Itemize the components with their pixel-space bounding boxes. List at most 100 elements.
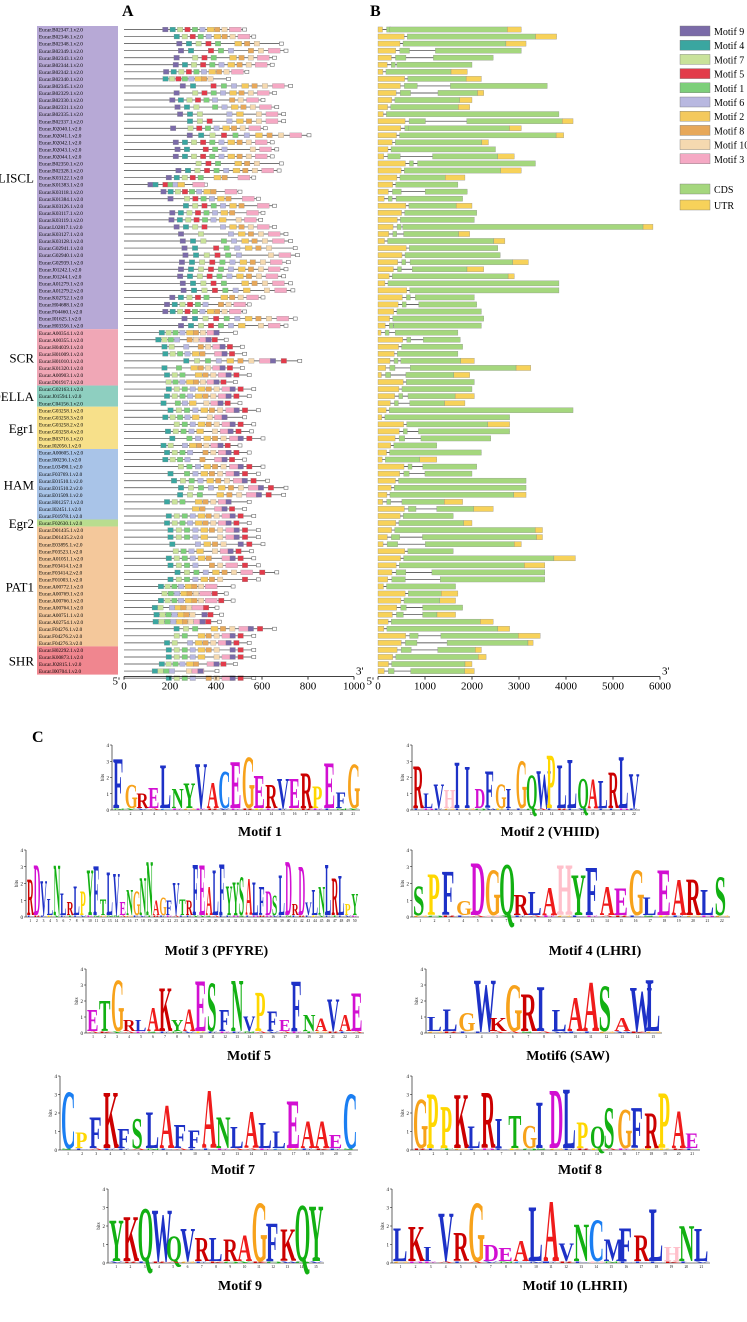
motif-box [229, 421, 236, 427]
logo-small-letter: S [239, 915, 245, 917]
logo-position-label: 16 [624, 1265, 628, 1269]
motif-box [213, 330, 220, 336]
motif-box [193, 337, 199, 343]
logo-letter: F [631, 1094, 643, 1161]
motif-box [222, 125, 230, 131]
logo-small-letter: L [245, 915, 252, 917]
subfamily-band [37, 406, 118, 449]
logo-position-label: 13 [258, 812, 262, 816]
motif-box [181, 513, 188, 519]
cds-box [408, 125, 510, 131]
logo-y-label: bits [415, 997, 420, 1004]
three-prime-label-a: 3' [356, 666, 364, 678]
motif-box [248, 48, 254, 54]
motif-box [226, 492, 233, 498]
motif-box [204, 583, 218, 590]
logo-position-label: 20 [612, 812, 616, 816]
logo-letter: L [393, 1218, 407, 1272]
logo-small-letter: G [557, 915, 573, 917]
motif-box [241, 238, 249, 244]
motif-box [198, 485, 204, 491]
logo-position-label: 20 [677, 1152, 681, 1156]
motif-box [231, 125, 237, 131]
gene-label: Eucar.F01978.1.v2.0 [39, 514, 83, 520]
logo-position-label: 10 [222, 812, 226, 816]
logo-letter: D [34, 848, 41, 932]
subfamily-label: LISCL [0, 171, 34, 186]
motif-box [229, 294, 236, 300]
logo-letter: A [567, 988, 583, 1042]
logo-position-label: 13 [108, 919, 112, 923]
motif-box [209, 471, 215, 477]
motif-box [220, 210, 229, 216]
logo-position-label: 4 [128, 1035, 130, 1039]
motif-box [229, 506, 235, 512]
motif-box [225, 372, 232, 378]
motif-box [185, 168, 191, 174]
cds-box [403, 470, 410, 477]
logo-position-label: 5 [56, 919, 58, 923]
logo-letter: Y [109, 1206, 124, 1274]
logo-small-letter: G [549, 1148, 564, 1150]
logo-letter: I [536, 971, 545, 1046]
x-tick-label-b: 1000 [414, 681, 437, 693]
logo-small-letter: R [153, 915, 161, 917]
motif-box [202, 450, 209, 456]
motif-box [190, 83, 196, 89]
motif-box [165, 654, 172, 660]
motif-box [164, 583, 171, 590]
logo-small-letter: P [508, 1148, 521, 1150]
motif-box [237, 555, 244, 561]
motif-box [238, 55, 245, 61]
logo-small-letter: A [148, 808, 161, 811]
motif-box [167, 527, 174, 533]
motif-box [190, 280, 196, 286]
utr-box [553, 555, 576, 562]
protein-end-cap [265, 478, 270, 483]
logo-small-letter: S [536, 1148, 547, 1150]
logo-small-letter: E [166, 915, 173, 917]
logo-small-letter: E [195, 808, 206, 811]
motif-box [217, 400, 224, 406]
protein-end-cap [274, 147, 280, 152]
motif-box [221, 34, 228, 40]
motif-box [240, 569, 253, 575]
logo-position-label: 1 [434, 1035, 436, 1039]
cds-box [396, 62, 473, 68]
logo-position-label: 12 [246, 812, 250, 816]
logo-letter: L [252, 871, 258, 927]
logo-position-label: 15 [560, 812, 564, 816]
logo-small-letter: E [265, 808, 276, 811]
cds-box [422, 611, 438, 618]
logo-position-label: 8 [200, 812, 202, 816]
motif-box [181, 316, 188, 322]
utr-box [500, 167, 522, 174]
motif-box [157, 605, 164, 611]
logo-y-tick-label: 2 [407, 883, 410, 888]
logo-position-label: 23 [174, 919, 178, 923]
utr-box [377, 308, 395, 315]
motif-box [223, 168, 230, 174]
logo-small-letter: P [195, 1031, 206, 1034]
utr-box [377, 153, 384, 160]
protein-end-cap [292, 246, 298, 250]
protein-end-cap [290, 288, 296, 293]
motif-box [179, 238, 186, 244]
motif-box [184, 351, 191, 357]
logo-letter: R [195, 1232, 210, 1270]
motif-box [200, 534, 209, 540]
logo-position-label: 3 [438, 812, 440, 816]
logo-y-tick-label: 3 [407, 760, 410, 765]
cds-box [395, 181, 459, 188]
logo-position-label: 11 [234, 812, 238, 816]
motif-box [171, 372, 178, 378]
logo-small-letter: L [567, 808, 577, 810]
motif-box [173, 647, 180, 653]
motif-box [213, 654, 220, 660]
motif-box [234, 41, 242, 47]
utr-box [377, 555, 401, 562]
utr-box [377, 499, 383, 505]
logo-letter: W [536, 757, 551, 820]
utr-box [518, 633, 541, 639]
logo-small-letter: L [634, 1261, 648, 1263]
